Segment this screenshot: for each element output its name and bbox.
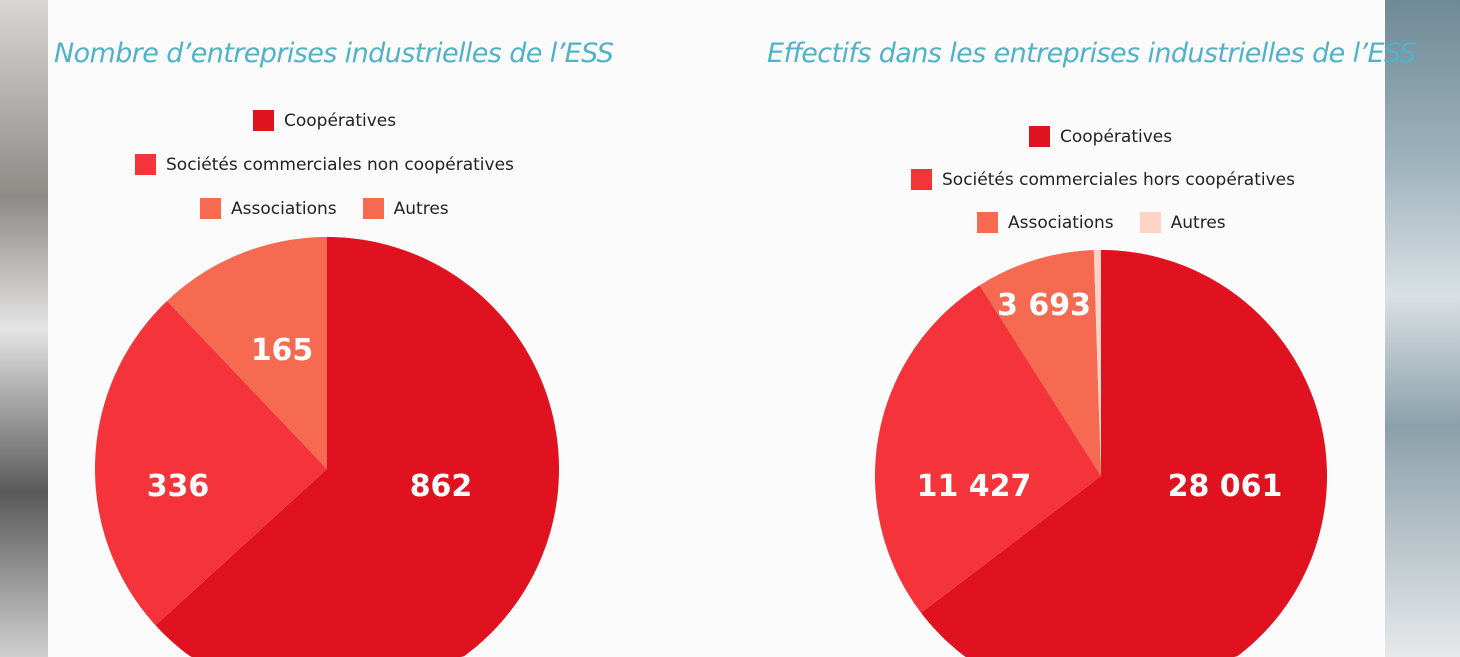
legend-item: Coopératives (253, 110, 396, 131)
legend-left-row2: Sociétés commerciales non coopératives (135, 154, 514, 175)
legend-item: Associations (200, 198, 337, 219)
legend-swatch (911, 169, 932, 190)
data-label: 3 693 (997, 288, 1091, 323)
legend-item: Sociétés commerciales non coopératives (135, 154, 514, 175)
legend-label: Autres (1170, 212, 1226, 233)
legend-right-row1: Coopératives (1029, 126, 1172, 147)
legend-label: Associations (231, 198, 337, 219)
legend-swatch (362, 198, 384, 219)
legend-swatch (977, 212, 998, 233)
legend-label: Coopératives (1060, 126, 1173, 147)
legend-swatch (1139, 212, 1161, 233)
pie-slice-2 (979, 250, 1101, 476)
chart-title-left: Nombre d’entreprises industrielles de l’… (54, 38, 614, 69)
pie-slice-1 (875, 285, 1101, 613)
data-label: 862 (410, 469, 473, 504)
pie-slice-1 (95, 300, 327, 626)
legend-label: Sociétés commerciales hors coopératives (942, 169, 1295, 190)
legend-label: Associations (1008, 212, 1114, 233)
legend-label: Sociétés commerciales non coopératives (166, 154, 514, 175)
data-label: 28 061 (1168, 469, 1283, 504)
data-label: 336 (147, 469, 210, 504)
pie-slice-2 (167, 237, 327, 469)
legend-label: Coopératives (284, 110, 397, 131)
pie-slice-0 (155, 237, 560, 657)
chart-title-right: Effectifs dans les entreprises industrie… (767, 38, 1417, 69)
pie-slice-3 (1093, 250, 1101, 476)
legend-swatch (135, 154, 156, 175)
legend-item: Sociétés commerciales hors coopératives (911, 169, 1295, 190)
legend-item: Associations (977, 212, 1114, 233)
legend-swatch (1029, 126, 1050, 147)
pie-slice-0 (921, 250, 1327, 657)
legend-label: Autres (393, 198, 449, 219)
background-photo-right (1385, 0, 1460, 657)
legend-swatch (200, 198, 221, 219)
legend-item: Coopératives (1029, 126, 1172, 147)
legend-item: Autres (362, 198, 449, 219)
legend-swatch (253, 110, 274, 131)
data-label: 165 (251, 333, 314, 368)
legend-right-row3: Associations Autres (977, 212, 1226, 233)
legend-item: Autres (1139, 212, 1226, 233)
legend-left-row3: Associations Autres (200, 198, 449, 219)
data-label: 11 427 (917, 469, 1032, 504)
background-photo-left (0, 0, 48, 657)
legend-left-row1: Coopératives (253, 110, 396, 131)
legend-right-row2: Sociétés commerciales hors coopératives (911, 169, 1295, 190)
